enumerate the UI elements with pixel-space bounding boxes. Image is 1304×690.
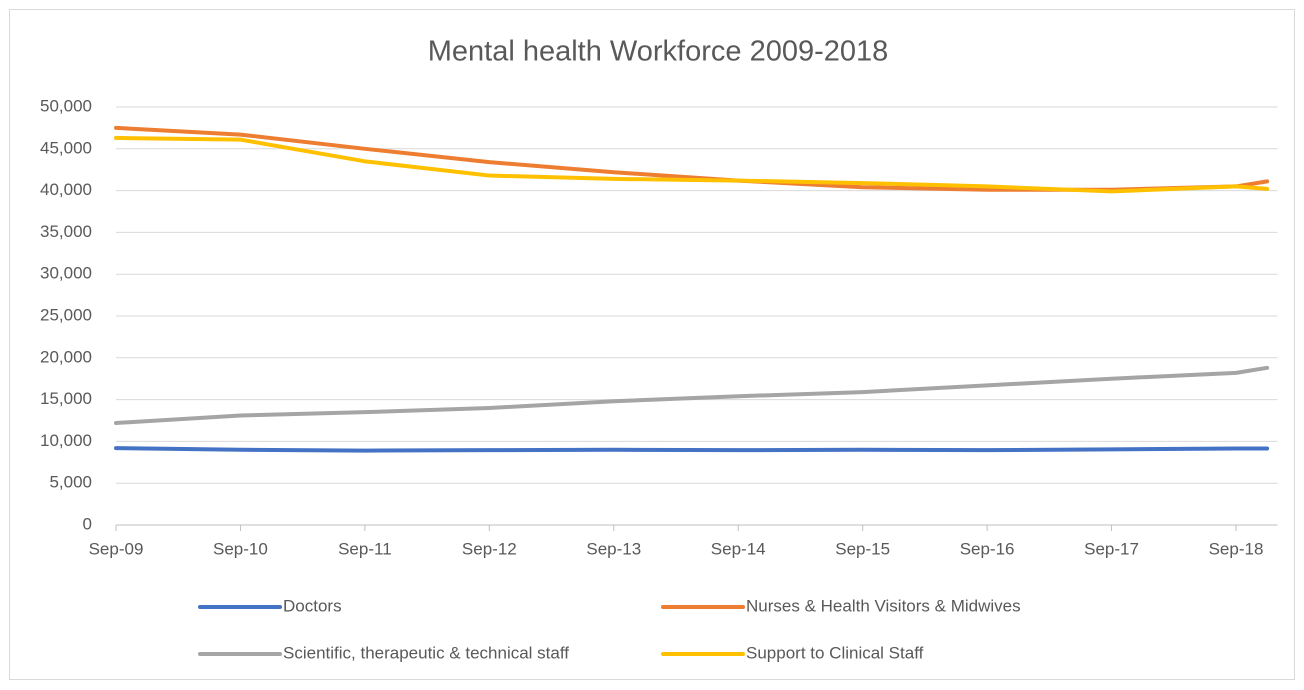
series-line — [114, 135, 1270, 194]
y-tick-label: 25,000 — [40, 305, 92, 324]
y-tick-label: 0 — [83, 514, 92, 533]
series-line — [114, 365, 1270, 426]
x-tick-label: Sep-09 — [89, 539, 144, 558]
x-tick-label: Sep-11 — [338, 539, 392, 558]
legend-label: Doctors — [283, 596, 342, 615]
series-line — [114, 446, 1270, 453]
y-tick-label: 20,000 — [40, 347, 92, 366]
x-tick-label: Sep-12 — [462, 539, 517, 558]
chart-title: Mental health Workforce 2009-2018 — [428, 36, 889, 68]
legend-label: Scientific, therapeutic & technical staf… — [283, 643, 569, 662]
x-tick-label: Sep-14 — [711, 539, 766, 558]
y-tick-label: 10,000 — [40, 431, 92, 450]
x-tick-label: Sep-15 — [835, 539, 890, 558]
y-tick-label: 45,000 — [40, 138, 92, 157]
x-tick-label: Sep-16 — [960, 539, 1015, 558]
y-tick-label: 15,000 — [40, 389, 92, 408]
y-tick-label: 35,000 — [40, 222, 92, 241]
x-tick-label: Sep-18 — [1209, 539, 1264, 558]
y-tick-label: 50,000 — [40, 96, 92, 115]
x-tick-label: Sep-17 — [1084, 539, 1139, 558]
chart-frame — [9, 9, 1295, 680]
y-tick-label: 5,000 — [49, 473, 92, 492]
x-tick-label: Sep-10 — [213, 539, 268, 558]
legend-label: Support to Clinical Staff — [746, 643, 924, 662]
x-tick-label: Sep-13 — [586, 539, 641, 558]
y-tick-label: 40,000 — [40, 180, 92, 199]
legend-label: Nurses & Health Visitors & Midwives — [746, 596, 1021, 615]
y-tick-label: 30,000 — [40, 264, 92, 283]
